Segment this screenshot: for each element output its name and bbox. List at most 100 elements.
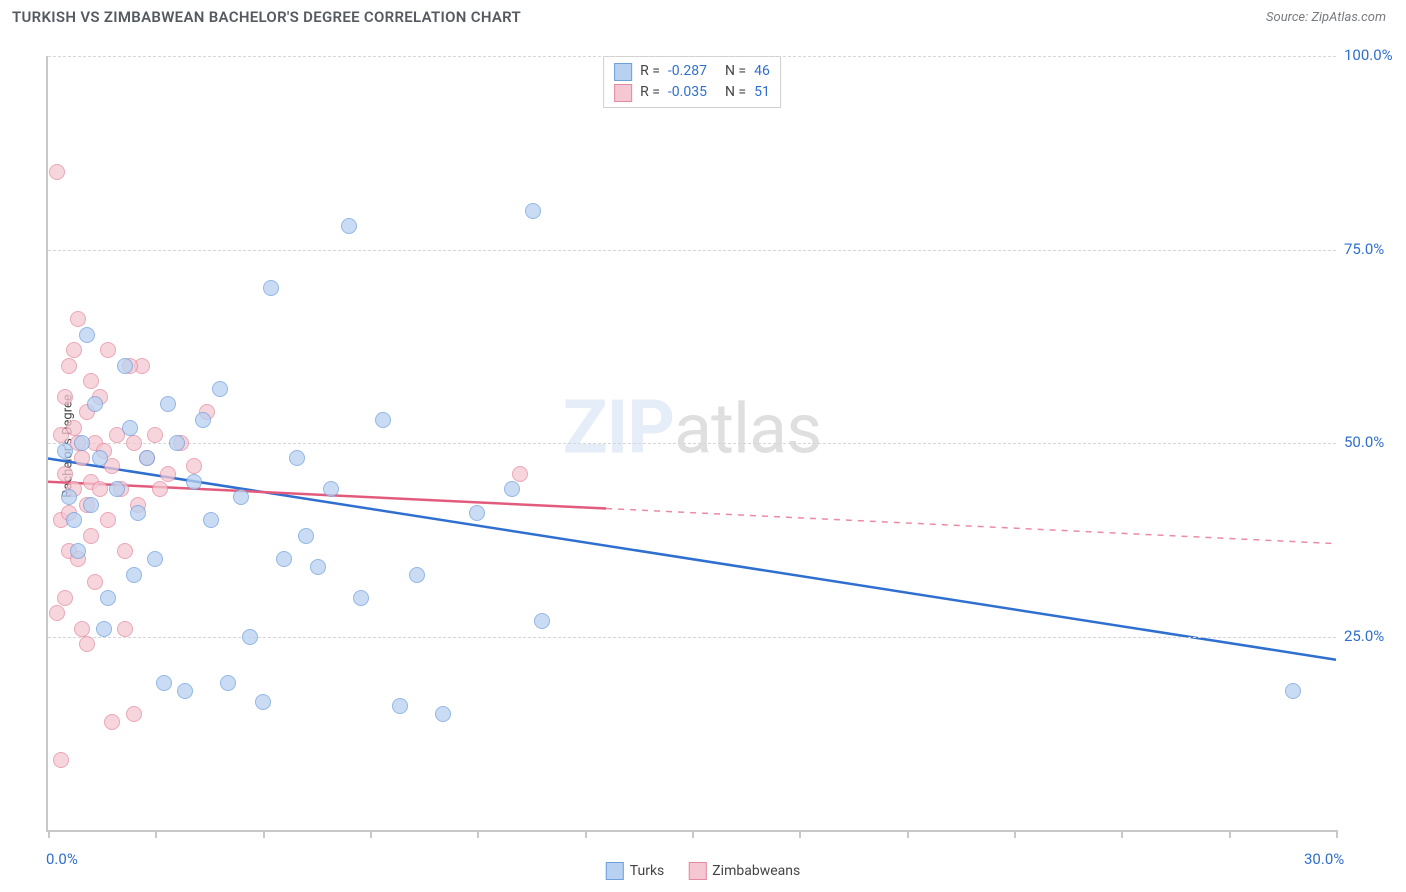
- data-point-zimbabweans: [53, 752, 69, 768]
- x-tick: [477, 830, 479, 838]
- data-point-turks: [195, 412, 211, 428]
- data-point-zimbabweans: [126, 706, 142, 722]
- data-point-zimbabweans: [74, 621, 90, 637]
- stats-legend: R = -0.287 N = 46 R = -0.035 N = 51: [603, 56, 781, 108]
- data-point-zimbabweans: [66, 342, 82, 358]
- data-point-zimbabweans: [117, 543, 133, 559]
- data-point-turks: [276, 551, 292, 567]
- data-point-turks: [156, 675, 172, 691]
- data-point-zimbabweans: [79, 636, 95, 652]
- data-point-turks: [147, 551, 163, 567]
- data-point-turks: [203, 512, 219, 528]
- data-point-turks: [409, 567, 425, 583]
- data-point-turks: [341, 218, 357, 234]
- data-point-turks: [323, 481, 339, 497]
- data-point-zimbabweans: [74, 450, 90, 466]
- gridline: [48, 56, 1336, 57]
- data-point-turks: [186, 474, 202, 490]
- data-point-turks: [83, 497, 99, 513]
- data-point-zimbabweans: [83, 373, 99, 389]
- y-tick-label: 75.0%: [1344, 240, 1384, 258]
- x-tick: [692, 830, 694, 838]
- data-point-turks: [117, 358, 133, 374]
- data-point-zimbabweans: [147, 427, 163, 443]
- data-point-turks: [1285, 683, 1301, 699]
- data-point-turks: [122, 420, 138, 436]
- x-tick: [799, 830, 801, 838]
- data-point-zimbabweans: [92, 481, 108, 497]
- scatter-chart: ZIPatlas R = -0.287 N = 46 R = -0.035 N …: [46, 56, 1336, 832]
- data-point-turks: [87, 396, 103, 412]
- data-point-zimbabweans: [186, 458, 202, 474]
- data-point-turks: [310, 559, 326, 575]
- gridline: [48, 250, 1336, 251]
- data-point-turks: [61, 489, 77, 505]
- data-point-turks: [109, 481, 125, 497]
- data-point-zimbabweans: [83, 528, 99, 544]
- data-point-zimbabweans: [66, 420, 82, 436]
- data-point-zimbabweans: [87, 574, 103, 590]
- data-point-turks: [263, 280, 279, 296]
- chart-title: TURKISH VS ZIMBABWEAN BACHELOR'S DEGREE …: [12, 8, 521, 26]
- x-tick: [263, 830, 265, 838]
- data-point-turks: [212, 381, 228, 397]
- data-point-zimbabweans: [61, 358, 77, 374]
- data-point-turks: [160, 396, 176, 412]
- stats-row-turks: R = -0.287 N = 46: [614, 61, 770, 82]
- data-point-zimbabweans: [152, 481, 168, 497]
- data-point-turks: [130, 505, 146, 521]
- data-point-zimbabweans: [126, 435, 142, 451]
- data-point-turks: [435, 706, 451, 722]
- data-point-turks: [233, 489, 249, 505]
- gridline: [48, 443, 1336, 444]
- data-point-zimbabweans: [57, 466, 73, 482]
- data-point-turks: [504, 481, 520, 497]
- data-point-turks: [177, 683, 193, 699]
- data-point-zimbabweans: [49, 605, 65, 621]
- data-point-turks: [139, 450, 155, 466]
- legend-item-turks: Turks: [606, 862, 665, 880]
- data-point-turks: [92, 450, 108, 466]
- x-tick: [155, 830, 157, 838]
- data-point-turks: [57, 443, 73, 459]
- data-point-turks: [375, 412, 391, 428]
- x-tick: [1121, 830, 1123, 838]
- swatch-zimbabweans-icon: [688, 862, 706, 880]
- data-point-turks: [525, 203, 541, 219]
- swatch-turks-icon: [606, 862, 624, 880]
- data-point-turks: [74, 435, 90, 451]
- data-point-turks: [79, 327, 95, 343]
- x-tick-label: 30.0%: [1304, 850, 1344, 868]
- x-tick: [585, 830, 587, 838]
- data-point-turks: [255, 694, 271, 710]
- data-point-zimbabweans: [57, 590, 73, 606]
- swatch-turks: [614, 63, 632, 81]
- data-point-zimbabweans: [100, 342, 116, 358]
- data-point-zimbabweans: [49, 164, 65, 180]
- data-point-zimbabweans: [104, 714, 120, 730]
- legend-item-zimbabweans: Zimbabweans: [688, 862, 800, 880]
- x-tick-label: 0.0%: [46, 850, 78, 868]
- data-point-turks: [220, 675, 236, 691]
- x-tick: [1229, 830, 1231, 838]
- data-point-turks: [469, 505, 485, 521]
- data-point-turks: [96, 621, 112, 637]
- data-point-zimbabweans: [117, 621, 133, 637]
- data-point-turks: [353, 590, 369, 606]
- data-point-turks: [100, 590, 116, 606]
- x-tick: [370, 830, 372, 838]
- swatch-zimbabweans: [614, 84, 632, 102]
- series-legend: Turks Zimbabweans: [606, 862, 800, 880]
- chart-header: TURKISH VS ZIMBABWEAN BACHELOR'S DEGREE …: [0, 0, 1406, 30]
- y-tick-label: 25.0%: [1344, 627, 1384, 645]
- data-point-zimbabweans: [70, 311, 86, 327]
- watermark: ZIPatlas: [563, 384, 821, 471]
- x-tick: [48, 830, 50, 838]
- data-point-zimbabweans: [160, 466, 176, 482]
- data-point-turks: [392, 698, 408, 714]
- data-point-turks: [70, 543, 86, 559]
- data-point-turks: [126, 567, 142, 583]
- x-tick: [907, 830, 909, 838]
- data-point-zimbabweans: [100, 512, 116, 528]
- chart-source: Source: ZipAtlas.com: [1266, 10, 1386, 25]
